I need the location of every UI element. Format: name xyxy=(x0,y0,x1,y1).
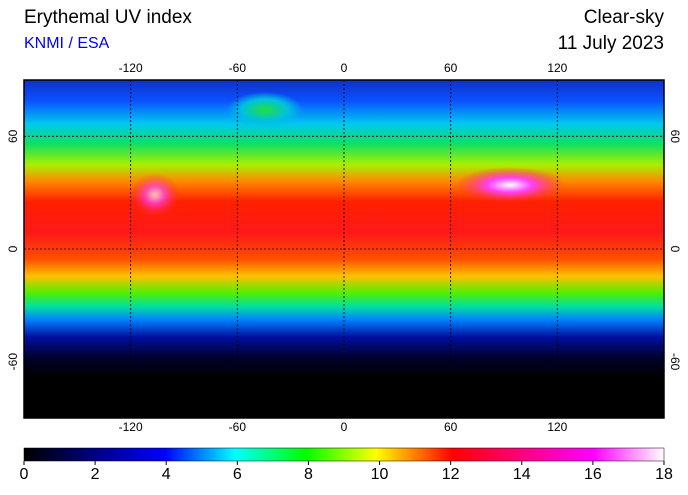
source: KNMI / ESA xyxy=(24,35,110,52)
lon-tick-label-bottom: -120 xyxy=(119,420,143,434)
colorbar-tick-label: 18 xyxy=(655,466,673,483)
colorbar-tick-label: 12 xyxy=(442,466,460,483)
condition: Clear-sky xyxy=(584,7,665,28)
uv-hotspot xyxy=(455,167,565,203)
lon-tick-label-top: -60 xyxy=(229,61,247,75)
lon-tick-label-top: 0 xyxy=(341,61,348,75)
lat-tick-label-left: 0 xyxy=(6,245,20,252)
colorbar xyxy=(23,447,665,462)
colorbar-tick-label: 4 xyxy=(162,466,171,483)
title: Erythemal UV index xyxy=(24,7,192,28)
lat-tick-label-right: -60 xyxy=(668,353,682,371)
lon-tick-label-top: 120 xyxy=(547,61,567,75)
colorbar-tick-label: 2 xyxy=(91,466,100,483)
lon-tick-label-bottom: 0 xyxy=(341,420,348,434)
greenland-field xyxy=(227,92,303,128)
colorbar-tick-label: 16 xyxy=(584,466,602,483)
lon-tick-label-bottom: -60 xyxy=(229,420,247,434)
lat-tick-label-right: 0 xyxy=(668,246,682,253)
lon-tick-label-bottom: 120 xyxy=(547,420,567,434)
uv-hotspot xyxy=(130,173,180,217)
colorbar-tick-label: 10 xyxy=(371,466,389,483)
colorbar-tick-label: 0 xyxy=(20,466,29,483)
colorbar-tick-label: 14 xyxy=(513,466,531,483)
lat-tick-label-left: 60 xyxy=(6,129,20,143)
colorbar-tick-label: 8 xyxy=(304,466,313,483)
lon-tick-label-bottom: 60 xyxy=(444,420,458,434)
lat-tick-label-right: 60 xyxy=(668,130,682,144)
lat-tick-label-left: -60 xyxy=(6,353,20,371)
lon-tick-label-top: 60 xyxy=(444,61,458,75)
date: 11 July 2023 xyxy=(558,33,664,54)
lon-tick-label-top: -120 xyxy=(119,61,143,75)
colorbar-tick-label: 6 xyxy=(233,466,242,483)
